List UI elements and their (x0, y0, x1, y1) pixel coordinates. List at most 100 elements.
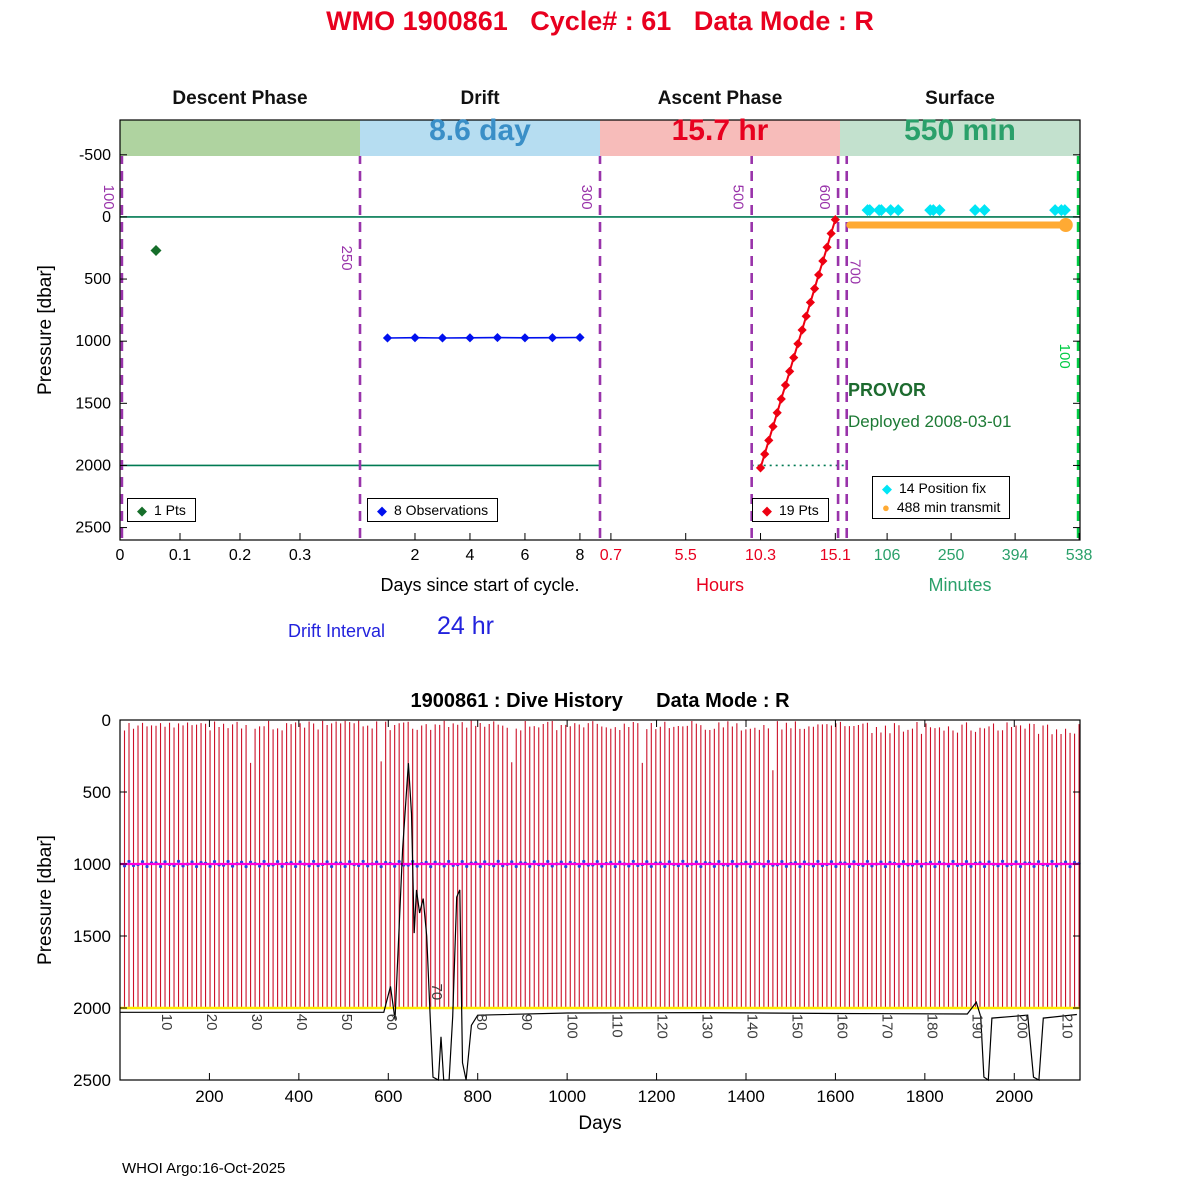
park-pressure-dot (226, 859, 230, 864)
y-tick-label: 2500 (73, 1071, 111, 1090)
y-tick-label: -500 (79, 147, 111, 164)
credit-text: WHOI Argo:16-Oct-2025 (122, 1160, 286, 1177)
cycle-number-label: 190 (969, 1014, 986, 1039)
dive-history-title: 1900861 : Dive History Data Mode : R (410, 690, 790, 712)
hours-axis-label: Hours (695, 575, 744, 595)
park-pressure-dot (730, 859, 734, 864)
x-tick-label: 1000 (548, 1087, 586, 1106)
surface-duration-value: 550 min (904, 114, 1016, 147)
park-pressure-dot (429, 864, 433, 869)
x-tick-label: 15.1 (820, 547, 851, 564)
park-pressure-dot (366, 864, 370, 868)
park-pressure-dot (982, 864, 987, 869)
park-pressure-dot (244, 864, 248, 869)
x-tick-label: 394 (1002, 547, 1029, 564)
park-pressure-dot (145, 864, 149, 869)
drift-point-marker (382, 333, 393, 343)
park-pressure-dot (883, 864, 888, 869)
x-tick-label: 538 (1066, 547, 1093, 564)
park-pressure-dot (681, 859, 685, 864)
park-pressure-dot (483, 860, 487, 864)
park-pressure-dot (780, 859, 784, 864)
park-pressure-dot (865, 859, 870, 864)
x-tick-label: 250 (938, 547, 965, 564)
drift-point-marker (437, 333, 448, 343)
park-pressure-dot (951, 859, 955, 864)
transmit-end-marker (1058, 218, 1073, 232)
y-tick-label: 500 (84, 271, 111, 288)
park-pressure-dot (915, 859, 919, 864)
x-tick-label: 800 (464, 1087, 492, 1106)
park-pressure-dot (140, 860, 145, 864)
diamond-marker-icon: ◆ (762, 502, 772, 518)
park-pressure-dot (122, 864, 127, 868)
minutes-axis-label: Minutes (928, 575, 992, 595)
park-pressure-dot (897, 864, 901, 868)
park-pressure-dot (618, 860, 622, 864)
y-tick-label: 2000 (73, 999, 111, 1018)
ascent-point-marker (768, 421, 778, 432)
park-pressure-dot (230, 864, 235, 868)
cycle-number-label: 90 (518, 1014, 535, 1031)
park-pressure-dot (379, 864, 383, 869)
event-line-label: 100 (100, 185, 117, 210)
ascent-point-marker (814, 270, 824, 280)
x-tick-label: 0.3 (289, 547, 311, 564)
drift-interval-value: 24 hr (437, 612, 494, 640)
park-pressure-dot (627, 864, 631, 868)
park-pressure-dot (312, 859, 316, 864)
park-pressure-dot (1014, 860, 1018, 864)
park-pressure-dot (532, 860, 536, 864)
ascent-duration-value: 15.7 hr (671, 114, 769, 147)
cycle-number-label: 100 (563, 1014, 580, 1039)
park-pressure-dot (919, 864, 924, 868)
legend-entry: ◆ 14 Position fix (882, 480, 1000, 496)
cycle-number-label: 50 (338, 1014, 355, 1031)
park-pressure-dot (375, 860, 379, 864)
drift-point-marker (492, 332, 503, 343)
y-tick-label: 2000 (75, 457, 111, 474)
days-axis-label: Days since start of cycle. (380, 575, 580, 595)
park-pressure-dot (212, 860, 217, 864)
park-pressure-dot (176, 859, 181, 864)
park-pressure-dot (802, 860, 807, 864)
diamond-marker-icon: ◆ (137, 502, 147, 518)
park-pressure-dot (964, 860, 969, 864)
legend-label: 8 Observations (394, 502, 489, 518)
park-pressure-dot (712, 864, 716, 868)
x-tick-label: 5.5 (675, 547, 697, 564)
event-line-label: 100 (1056, 344, 1073, 369)
phase-band (360, 120, 600, 156)
park-pressure-dot (190, 860, 194, 864)
park-pressure-dot (294, 864, 298, 869)
position-fix-marker (892, 204, 905, 217)
ascent-point-marker (797, 325, 807, 335)
legend-entry: ◆ 8 Observations (377, 502, 488, 518)
cycle-number-label: 30 (248, 1014, 265, 1031)
legend-label: 488 min transmit (896, 499, 1001, 515)
x-tick-label: 1600 (817, 1087, 855, 1106)
park-pressure-dot (1036, 860, 1041, 864)
y-tick-label: 1000 (73, 855, 111, 874)
event-line-label: 600 (816, 185, 833, 210)
x-tick-label: 0.2 (229, 547, 251, 564)
park-pressure-dot (663, 864, 667, 869)
cycle-number-label: 80 (473, 1014, 490, 1031)
park-pressure-dot (987, 860, 991, 864)
legend-label: 1 Pts (154, 502, 186, 518)
park-pressure-dot (699, 864, 703, 869)
park-pressure-dot (1068, 864, 1072, 869)
park-pressure-dot (415, 864, 419, 868)
park-pressure-dot (946, 864, 951, 868)
y-tick-label: 500 (83, 783, 111, 802)
legend-entry: ◆ 1 Pts (137, 502, 186, 518)
cycle-number-label: 60 (383, 1014, 400, 1031)
park-pressure-dot (564, 864, 568, 869)
park-pressure-dot (582, 859, 586, 864)
drift-point-marker (465, 333, 475, 343)
park-pressure-dot (158, 864, 163, 869)
legend-box: ◆ 8 Observations (367, 498, 499, 522)
ascent-point-marker (793, 339, 803, 349)
ascent-point-marker (764, 435, 774, 445)
